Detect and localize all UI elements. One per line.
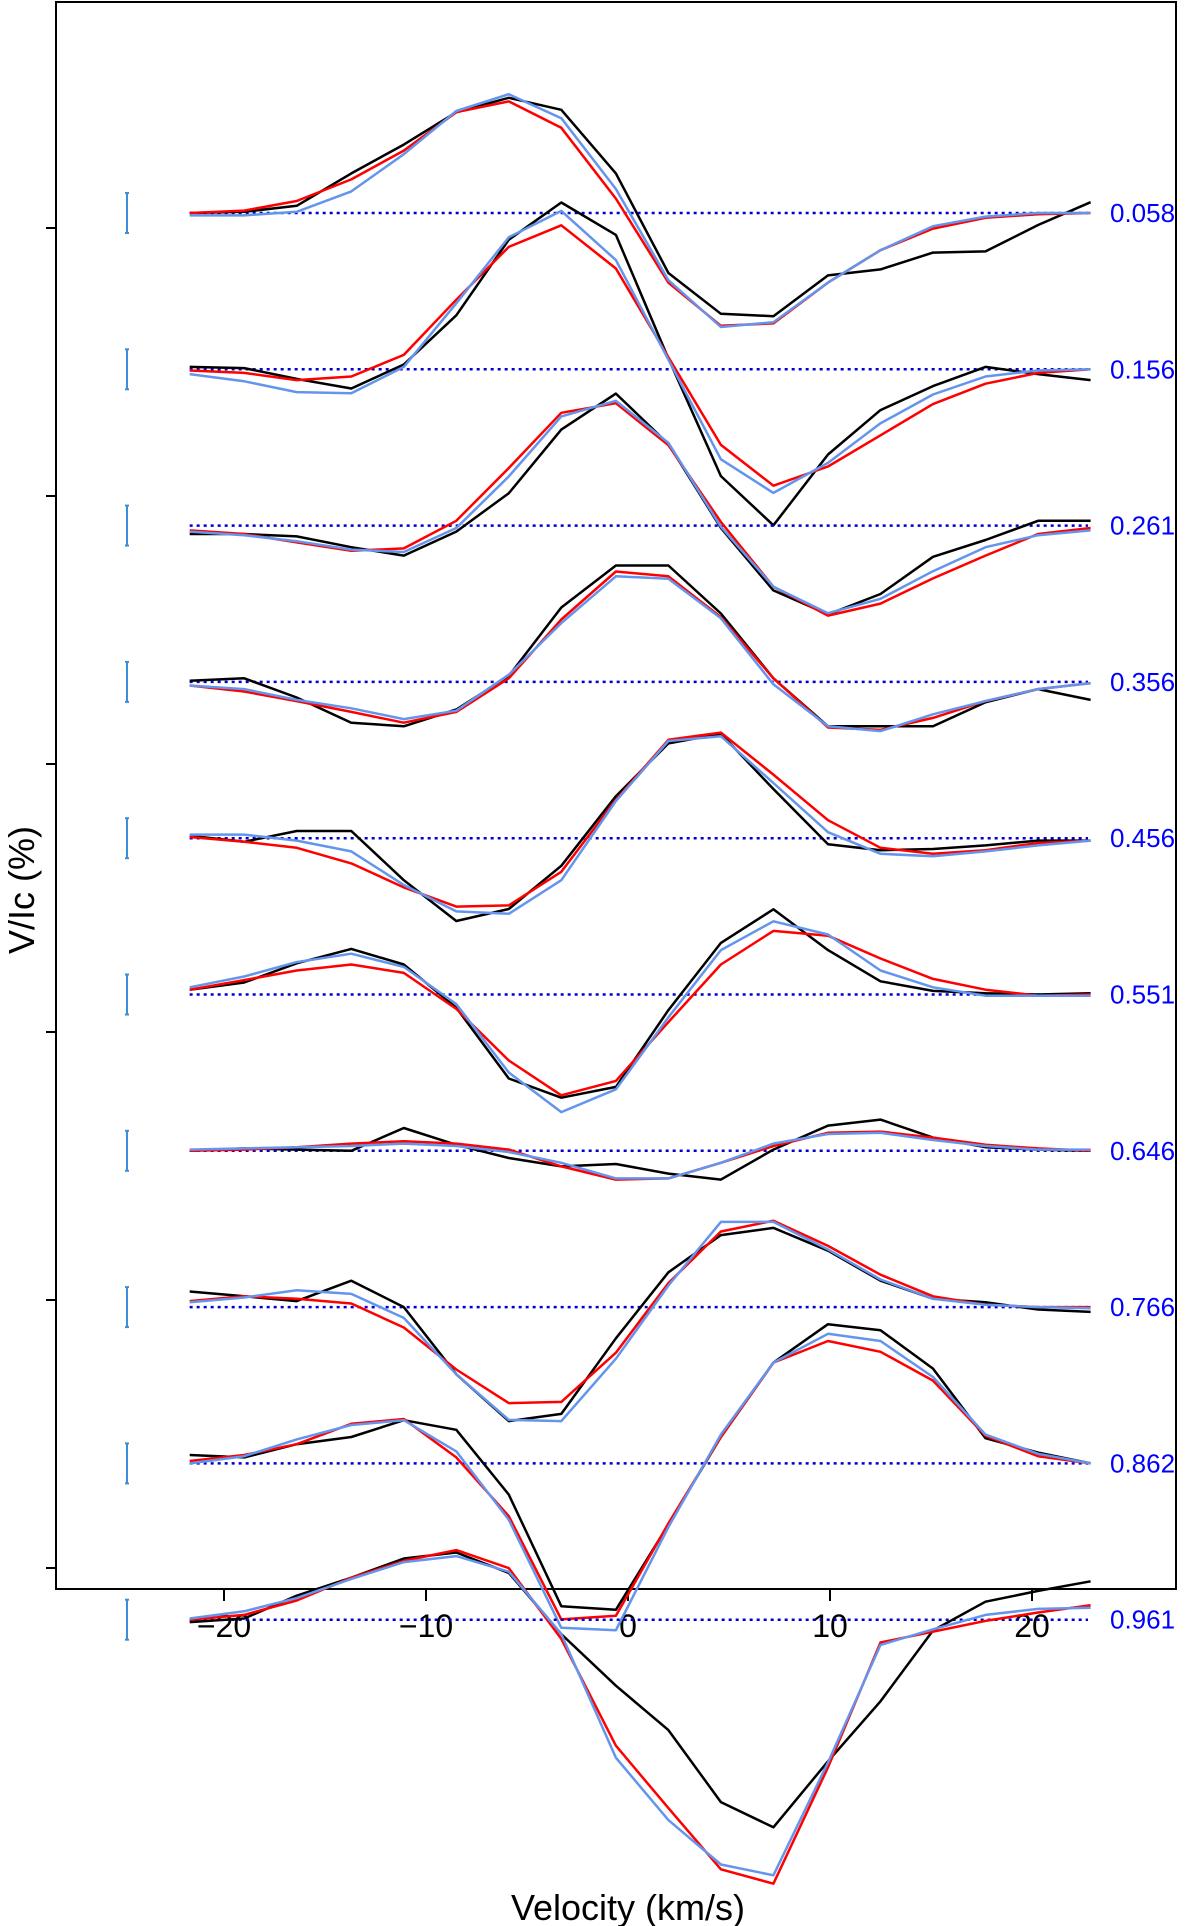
- phase-label: 0.766: [1110, 1292, 1175, 1322]
- phase-label: 0.356: [1110, 667, 1175, 697]
- observed-line: [189, 1322, 1091, 1612]
- panel-0.551: 0.551: [125, 908, 1175, 1114]
- phase-label: 0.456: [1110, 823, 1175, 853]
- x-tick-label: 0: [619, 1608, 637, 1644]
- phase-label: 0.156: [1110, 354, 1175, 384]
- model_red-line: [189, 570, 1091, 732]
- model_red-line: [189, 1130, 1091, 1181]
- x-axis-title: Velocity (km/s): [511, 1887, 745, 1926]
- model_blue-line: [189, 1332, 1091, 1632]
- model_blue-line: [189, 575, 1091, 733]
- model_blue-line: [189, 1131, 1091, 1180]
- model_red-line: [189, 1339, 1091, 1621]
- observed-line: [189, 564, 1091, 728]
- model_red-line: [189, 731, 1091, 908]
- observed-line: [189, 908, 1091, 1099]
- phase-label: 0.646: [1110, 1136, 1175, 1166]
- phase-label: 0.261: [1110, 511, 1175, 541]
- x-tick-label: 10: [812, 1608, 848, 1644]
- panel-0.261: 0.261: [125, 392, 1175, 617]
- observed-line: [189, 732, 1091, 923]
- model_blue-line: [189, 399, 1091, 615]
- model_blue-line: [189, 92, 1091, 329]
- model_red-line: [189, 224, 1091, 487]
- panel-0.646: 0.646: [125, 1118, 1175, 1181]
- model_red-line: [189, 401, 1091, 617]
- panel-0.862: 0.862: [125, 1322, 1175, 1632]
- plot-frame: [55, 1, 1177, 1590]
- phase-label: 0.862: [1110, 1448, 1175, 1478]
- phase-label: 0.058: [1110, 198, 1175, 228]
- panel-0.456: 0.456: [125, 731, 1175, 923]
- y-axis-ticks: [46, 227, 56, 1569]
- observed-line: [189, 392, 1091, 616]
- observed-line: [189, 201, 1091, 527]
- model_blue-line: [189, 1554, 1091, 1877]
- model_red-line: [189, 1219, 1091, 1405]
- x-tick-label: −10: [399, 1608, 453, 1644]
- model_red-line: [189, 1548, 1091, 1885]
- model_blue-line: [189, 920, 1091, 1114]
- phase-label: 0.551: [1110, 980, 1175, 1010]
- panel-0.058: 0.058: [125, 92, 1175, 329]
- panel-0.961: 0.961: [125, 1548, 1175, 1885]
- panel-0.766: 0.766: [125, 1219, 1175, 1423]
- model_blue-line: [189, 734, 1091, 916]
- y-axis-title: V/Ic (%): [1, 826, 42, 954]
- panel-0.156: 0.156: [125, 201, 1175, 527]
- model_blue-line: [189, 1220, 1091, 1423]
- observed-line: [189, 96, 1092, 318]
- panel-0.356: 0.356: [125, 564, 1175, 733]
- profile-panels: 0.058 0.156 0.261 0.356 0.456 0.551 0.646 0.766…: [125, 92, 1175, 1885]
- phase-label: 0.961: [1110, 1605, 1175, 1635]
- model_red-line: [189, 100, 1091, 328]
- model_blue-line: [189, 209, 1091, 495]
